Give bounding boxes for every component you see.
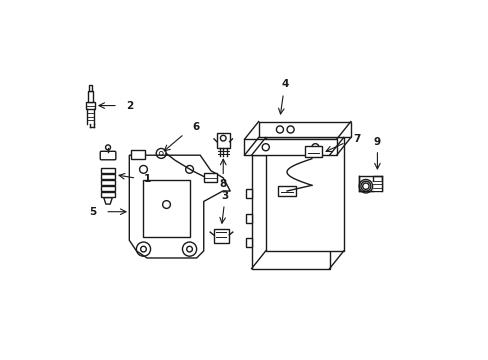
Text: 7: 7	[353, 134, 360, 144]
Bar	[213, 229, 229, 243]
FancyBboxPatch shape	[100, 151, 116, 160]
Bar	[216, 133, 229, 148]
Bar	[251, 155, 329, 269]
Bar	[85, 102, 95, 109]
Bar	[101, 168, 115, 173]
Bar	[278, 186, 295, 196]
Bar	[101, 180, 115, 185]
Bar	[89, 85, 92, 91]
Text: 9: 9	[373, 137, 380, 147]
Bar	[358, 182, 372, 191]
Bar	[258, 122, 350, 138]
Text: 6: 6	[192, 122, 199, 132]
Bar	[87, 91, 93, 102]
Bar	[101, 186, 115, 192]
Bar	[101, 174, 115, 179]
Bar	[143, 180, 189, 237]
Bar	[246, 189, 251, 198]
Bar	[358, 182, 381, 191]
Text: 1: 1	[143, 175, 151, 184]
Bar	[372, 176, 381, 191]
Bar	[203, 173, 217, 182]
Bar	[265, 138, 343, 251]
Bar	[246, 238, 251, 247]
Bar	[101, 192, 115, 197]
Polygon shape	[129, 155, 230, 258]
Text: 8: 8	[219, 179, 226, 189]
Polygon shape	[103, 198, 112, 204]
Bar	[244, 139, 336, 155]
Text: 3: 3	[221, 191, 228, 201]
Text: 5: 5	[89, 207, 96, 217]
Bar	[246, 214, 251, 222]
Text: 2: 2	[126, 100, 133, 111]
Bar	[304, 145, 322, 157]
Bar	[131, 150, 145, 159]
Text: 4: 4	[281, 80, 288, 90]
